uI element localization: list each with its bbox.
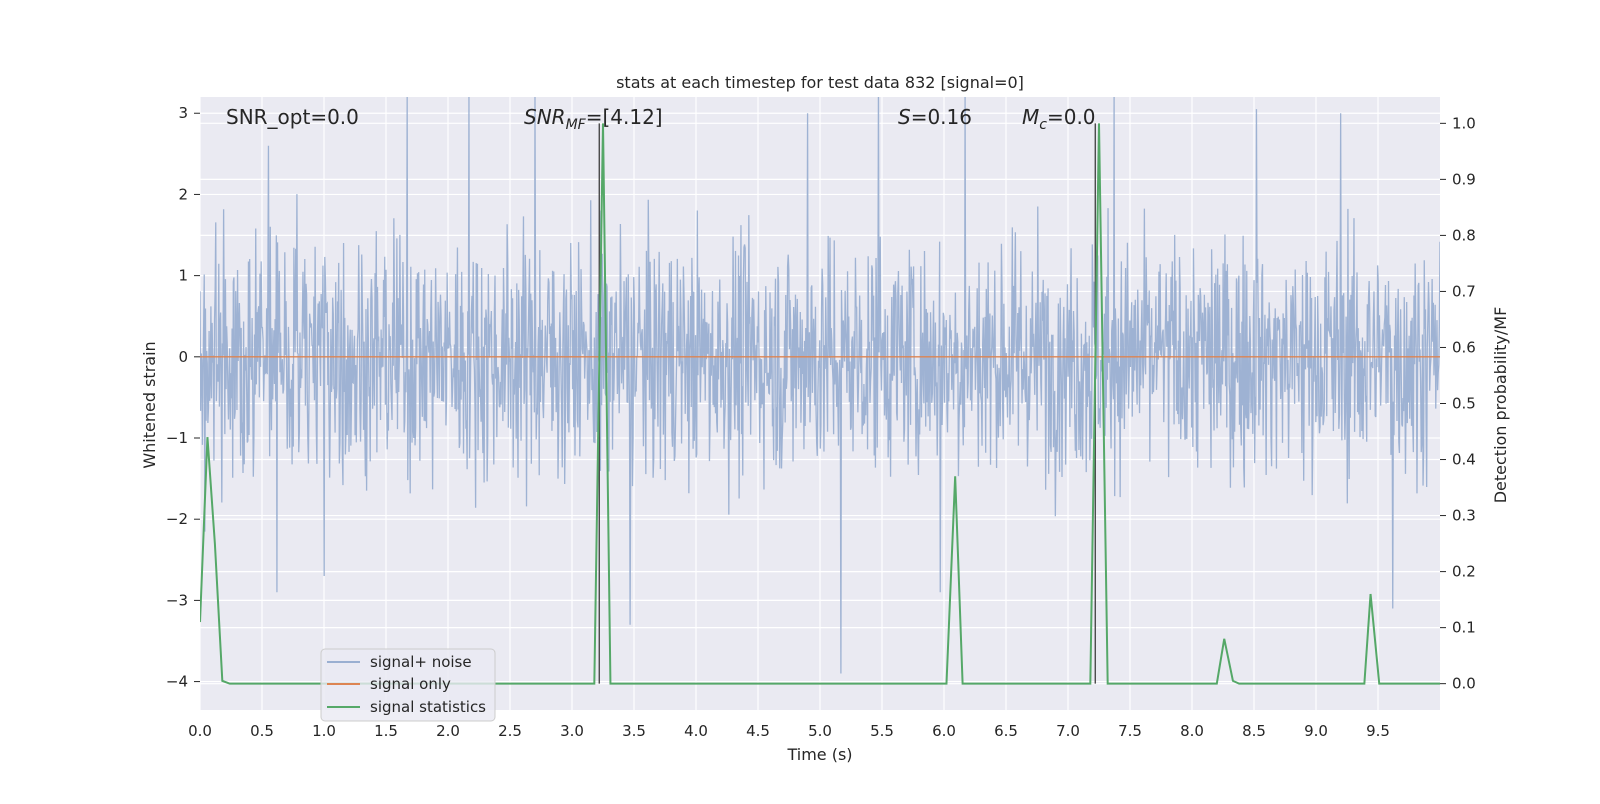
legend-label-signal-only: signal only	[370, 675, 451, 693]
x-tick-label: 3.5	[622, 722, 646, 740]
annotation-mc-subscript: c	[1039, 117, 1047, 133]
x-tick-label: 5.5	[870, 722, 894, 740]
y2-tick-label: 0.5	[1452, 395, 1476, 413]
x-axis-label: Time (s)	[786, 745, 852, 764]
annotation-s-symbol: S	[898, 105, 911, 129]
legend: signal+ noise signal only signal statist…	[320, 648, 496, 722]
y2-tick-label: 0.7	[1452, 282, 1476, 300]
y-tick-label: −2	[166, 510, 188, 528]
y-axis-ticks: −4 −3 −2 −1 0 1 2 3	[166, 104, 200, 691]
y-tick-label: 3	[178, 104, 188, 122]
line-series	[200, 123, 1440, 685]
y2-tick-label: 0.6	[1452, 338, 1476, 356]
y-tick-label: −4	[166, 673, 188, 691]
legend-box	[320, 648, 496, 722]
y2-tick-label: 0.4	[1452, 451, 1476, 469]
annotation-mc-symbol: M	[1022, 105, 1039, 129]
x-tick-label: 2.0	[436, 722, 460, 740]
x-tick-label: 0.5	[250, 722, 274, 740]
x-tick-label: 8.5	[1242, 722, 1266, 740]
annotation-snr-mf-symbol: SNR	[524, 105, 566, 129]
x-tick-label: 4.0	[684, 722, 708, 740]
annotation-snr-opt: SNR_opt=0.0	[226, 105, 359, 129]
annotation-snr-mf: SNRMF=[4.12]	[524, 105, 663, 133]
annotation-mc: Mc=0.0	[1022, 105, 1096, 133]
y-axis-label: Whitened strain	[140, 341, 159, 468]
annotation-snr-mf-value: =[4.12]	[586, 105, 663, 129]
x-tick-label: 3.0	[560, 722, 584, 740]
x-tick-label: 5.0	[808, 722, 832, 740]
y2-axis-label: Detection probability/MF	[1491, 307, 1510, 504]
y-tick-label: 2	[178, 185, 188, 203]
annotation-mc-value: =0.0	[1047, 105, 1096, 129]
x-tick-label: 7.0	[1056, 722, 1080, 740]
x-tick-label: 9.5	[1366, 722, 1390, 740]
x-tick-label: 0.0	[188, 722, 212, 740]
x-tick-label: 4.5	[746, 722, 770, 740]
annotation-s-value: =0.16	[911, 105, 972, 129]
x-tick-label: 8.0	[1180, 722, 1204, 740]
y-tick-label: −1	[166, 429, 188, 447]
y2-axis-ticks: 0.0 0.1 0.2 0.3 0.4 0.5 0.6 0.7 0.8 0.9 1.0	[1440, 114, 1476, 693]
x-tick-label: 2.5	[498, 722, 522, 740]
y2-tick-label: 0.3	[1452, 507, 1476, 525]
y2-tick-label: 0.9	[1452, 170, 1476, 188]
x-tick-label: 7.5	[1118, 722, 1142, 740]
chart-title: stats at each timestep for test data 832…	[616, 73, 1024, 92]
x-axis-ticks: 0.0 0.5 1.0 1.5 2.0 2.5 3.0 3.5 4.0 4.5 5.0 5.5 6.0 6…	[188, 722, 1390, 740]
y2-tick-label: 0.8	[1452, 226, 1476, 244]
legend-label-signal-noise: signal+ noise	[370, 653, 472, 671]
annotation-s: S=0.16	[898, 105, 972, 129]
annotation-snr-mf-subscript: MF	[566, 117, 587, 133]
x-tick-label: 9.0	[1304, 722, 1328, 740]
y2-tick-label: 0.2	[1452, 563, 1476, 581]
y-tick-label: 0	[178, 348, 188, 366]
y2-tick-label: 0.1	[1452, 619, 1476, 637]
signal-statistics-line	[200, 123, 1440, 685]
y2-tick-label: 0.0	[1452, 675, 1476, 693]
x-tick-label: 1.0	[312, 722, 336, 740]
x-tick-label: 6.5	[994, 722, 1018, 740]
x-tick-label: 6.0	[932, 722, 956, 740]
grid	[199, 97, 1440, 710]
signal-noise-line	[200, 97, 1440, 674]
legend-label-signal-statistics: signal statistics	[370, 698, 486, 716]
x-tick-label: 1.5	[374, 722, 398, 740]
y2-tick-label: 1.0	[1452, 114, 1476, 132]
y-tick-label: −3	[166, 591, 188, 609]
y-tick-label: 1	[178, 267, 188, 285]
noise-series	[200, 97, 1440, 674]
